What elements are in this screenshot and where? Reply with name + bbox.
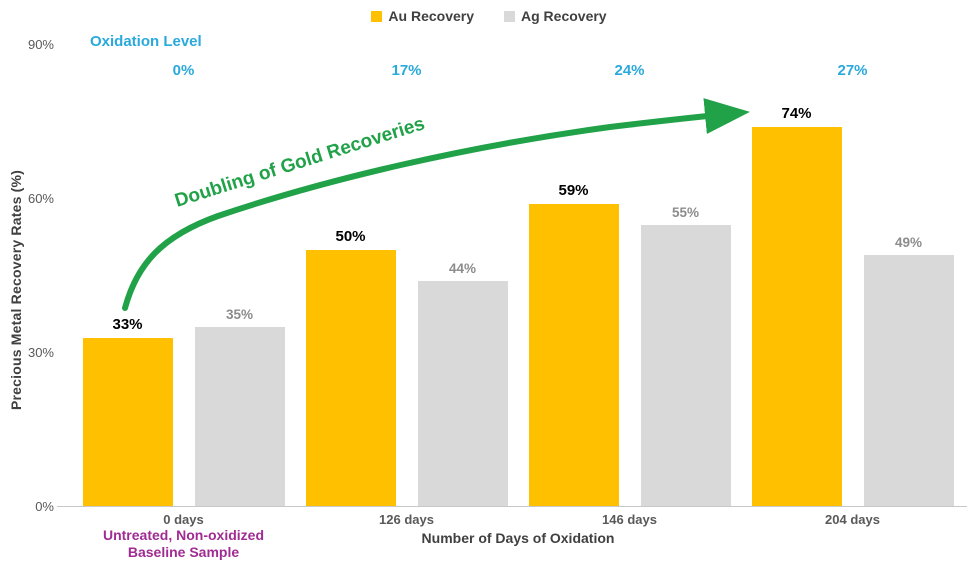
x-category-label: 146 days [602,512,657,527]
oxidation-level-value: 27% [837,62,868,79]
oxidation-level-title: Oxidation Level [90,33,202,50]
bar-group: 59% 55% [518,182,741,507]
au-bar [82,338,173,507]
au-bar-wrap: 33% [82,316,173,507]
bar-group: 74% 49% [741,105,964,507]
bar-group: 33% 35% [72,307,295,507]
legend-label-ag: Ag Recovery [521,8,607,24]
y-axis-tick-0: 0% [35,499,54,514]
ag-bar-label: 49% [894,235,923,250]
ag-bar [194,327,285,507]
oxidation-level-value: 24% [614,62,645,79]
baseline-note-line2: Baseline Sample [127,544,240,560]
legend-item-au: Au Recovery [371,8,474,24]
ag-bar [640,225,731,507]
au-color-swatch-icon [371,10,383,22]
legend-item-ag: Ag Recovery [504,8,607,24]
y-axis-tick-30: 30% [27,345,54,360]
baseline-note-line1: Untreated, Non-oxidized [102,527,264,543]
ag-bar-label: 35% [225,307,254,322]
ag-bar [417,281,508,507]
ag-color-swatch-icon [504,10,515,22]
au-bar [305,250,396,507]
au-bar [528,204,619,507]
x-category-label: 0 days [163,512,204,527]
legend-label-au: Au Recovery [388,8,474,24]
x-category-label: 126 days [379,512,434,527]
x-axis-line [57,506,967,507]
ag-bar-label: 44% [448,261,477,276]
au-bar-wrap: 59% [528,182,619,507]
x-category-label: 204 days [825,512,880,527]
plot-area: 33% 35% 50% 44% 59% 55% 74% 49% [0,45,978,507]
ag-bar-wrap: 49% [863,235,954,507]
ag-bar-wrap: 55% [640,205,731,507]
au-bar-label: 50% [335,228,366,245]
ag-bar [863,255,954,507]
au-bar [751,127,842,507]
au-bar-label: 74% [781,105,812,122]
bar-group: 50% 44% [295,228,518,507]
au-bar-label: 33% [112,316,143,333]
au-bar-label: 59% [558,182,589,199]
oxidation-level-value: 0% [172,62,195,79]
ag-bar-label: 55% [671,205,700,220]
oxidation-level-value: 17% [391,62,422,79]
ag-bar-wrap: 44% [417,261,508,507]
y-axis-tick-90: 90% [27,37,54,52]
au-bar-wrap: 74% [751,105,842,507]
y-axis-tick-60: 60% [27,191,54,206]
x-axis-title: Number of Days of Oxidation [421,530,615,546]
ag-bar-wrap: 35% [194,307,285,507]
legend: Au Recovery Ag Recovery [0,8,978,24]
au-bar-wrap: 50% [305,228,396,507]
baseline-note: Untreated, Non-oxidized Baseline Sample [60,527,307,561]
